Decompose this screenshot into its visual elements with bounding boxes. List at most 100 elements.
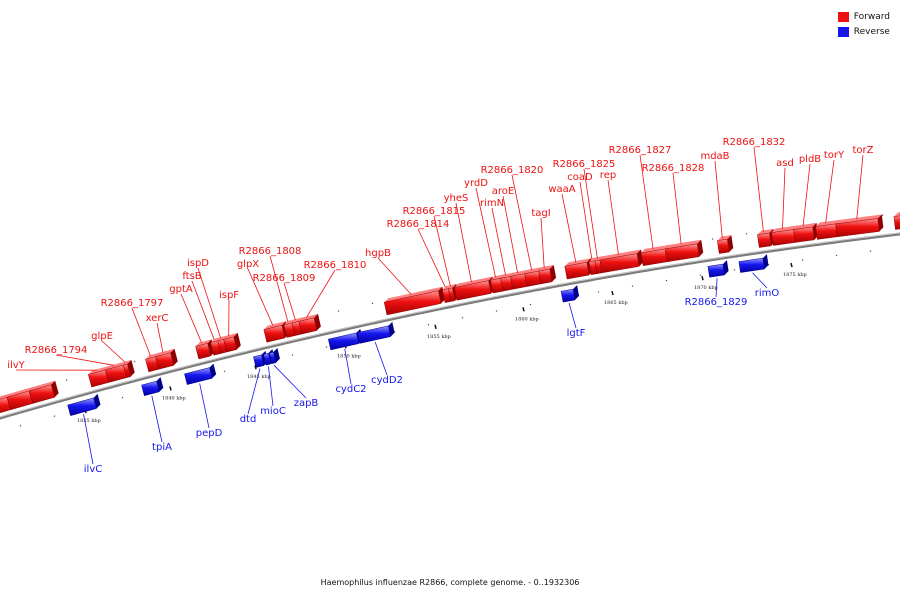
minor-tick bbox=[529, 303, 532, 306]
gene-block-r2866-1810[interactable] bbox=[298, 313, 321, 335]
svg-text:R2866_1828: R2866_1828 bbox=[642, 163, 705, 174]
gene-label-mioc: mioC bbox=[260, 366, 286, 417]
gene-label-gpta: gptA bbox=[169, 284, 202, 343]
svg-text:ispF: ispF bbox=[219, 290, 239, 301]
gene-block-torz[interactable] bbox=[835, 214, 884, 238]
svg-text:yheS: yheS bbox=[444, 193, 469, 204]
svg-text:R2866_1832: R2866_1832 bbox=[723, 137, 786, 148]
svg-text:glpX: glpX bbox=[237, 259, 259, 270]
gene-label-tagi: tagI bbox=[531, 208, 551, 269]
minor-tick bbox=[133, 360, 136, 363]
minor-tick bbox=[495, 310, 498, 312]
gene-label-ilvy: ilvY bbox=[7, 360, 97, 371]
gene-label-cydd2: cydD2 bbox=[371, 341, 403, 386]
gene-block-cydd2[interactable] bbox=[357, 321, 395, 344]
gene-label-coad: coaD bbox=[567, 172, 593, 260]
gene-label-rimn: rimN bbox=[480, 198, 506, 276]
svg-text:hgpB: hgpB bbox=[365, 248, 391, 259]
gene-block-rep[interactable] bbox=[599, 249, 644, 274]
svg-text:tpiA: tpiA bbox=[152, 442, 172, 453]
svg-text:torZ: torZ bbox=[852, 145, 873, 156]
gene-label-waaa: waaA bbox=[548, 184, 577, 263]
minor-tick bbox=[699, 274, 702, 276]
minor-tick bbox=[325, 346, 328, 348]
major-tick bbox=[790, 262, 793, 268]
gene-block-lgtf[interactable] bbox=[560, 285, 580, 303]
gene-label-tpia: tpiA bbox=[151, 395, 172, 453]
tick-label-1865-kbp: 1865 kbp bbox=[604, 300, 628, 306]
minor-tick bbox=[881, 214, 884, 216]
legend-item-forward: Forward bbox=[837, 9, 890, 24]
gene-block-ispf[interactable] bbox=[223, 332, 241, 353]
gene-label-pepd: pepD bbox=[196, 383, 223, 439]
gene-block-rimo[interactable] bbox=[738, 254, 769, 273]
minor-tick bbox=[461, 316, 464, 319]
svg-text:asd: asd bbox=[776, 158, 794, 169]
svg-text:mioC: mioC bbox=[260, 406, 286, 417]
gene-block-xerc[interactable] bbox=[155, 348, 178, 370]
gene-block-hgpb[interactable] bbox=[383, 286, 445, 316]
gene-label-tory: torY bbox=[824, 150, 845, 224]
svg-text:tagI: tagI bbox=[531, 208, 550, 219]
major-tick bbox=[611, 290, 614, 296]
svg-text:ftsB: ftsB bbox=[182, 271, 201, 282]
minor-tick bbox=[371, 302, 374, 305]
tick-label-1845-kbp: 1845 kbp bbox=[247, 374, 271, 380]
svg-text:xerC: xerC bbox=[146, 313, 169, 324]
gene-block-glpe[interactable] bbox=[123, 359, 135, 378]
svg-text:R2866_1825: R2866_1825 bbox=[553, 159, 616, 170]
gene-block-r2866-1828[interactable] bbox=[664, 239, 704, 263]
gene-block-mdab[interactable] bbox=[716, 235, 734, 254]
gene-label-torz: torZ bbox=[852, 145, 874, 220]
tick-label-1855-kbp: 1855 kbp bbox=[427, 334, 451, 340]
gene-block-yhes[interactable] bbox=[454, 276, 496, 301]
svg-text:ilvY: ilvY bbox=[7, 360, 25, 371]
svg-text:R2866_1814: R2866_1814 bbox=[387, 219, 450, 230]
gene-label-r2866-1832: R2866_1832 bbox=[723, 137, 786, 232]
gene-block-r2866-1829[interactable] bbox=[707, 260, 729, 278]
legend-item-reverse: Reverse bbox=[837, 24, 890, 39]
svg-text:pldB: pldB bbox=[799, 154, 821, 165]
svg-text:dtd: dtd bbox=[240, 414, 257, 425]
gene-label-r2866-1827: R2866_1827 bbox=[609, 145, 671, 249]
gene-label-r2866-1825: R2866_1825 bbox=[553, 159, 616, 259]
gene-label-r2866-1794: R2866_1794 bbox=[25, 345, 115, 366]
gene-block-zapb[interactable] bbox=[269, 347, 280, 364]
minor-tick bbox=[65, 379, 68, 381]
svg-text:R2866_1820: R2866_1820 bbox=[481, 165, 544, 176]
svg-text:ispD: ispD bbox=[187, 258, 209, 269]
tick-label-1840-kbp: 1840 kbp bbox=[162, 395, 186, 401]
gene-block-ilvc[interactable] bbox=[67, 393, 101, 416]
gene-label-ispf: ispF bbox=[219, 290, 239, 337]
gene-block-waaa[interactable] bbox=[564, 258, 594, 280]
legend: Forward Reverse bbox=[837, 9, 890, 39]
svg-text:aroE: aroE bbox=[492, 186, 514, 197]
svg-text:rimO: rimO bbox=[755, 288, 780, 299]
svg-text:R2866_1808: R2866_1808 bbox=[239, 246, 302, 257]
gene-block-tpia[interactable] bbox=[141, 377, 164, 397]
svg-text:R2866_1809: R2866_1809 bbox=[253, 273, 316, 284]
gene-block-pldb[interactable] bbox=[793, 222, 819, 243]
gene-label-r2866-1820: R2866_1820 bbox=[481, 165, 544, 271]
gene-block-pepd[interactable] bbox=[184, 363, 217, 385]
minor-tick bbox=[801, 259, 804, 261]
genome-caption: Haemophilus influenzae R2866, complete g… bbox=[320, 578, 580, 587]
gene-label-r2866-1808: R2866_1808 bbox=[239, 246, 302, 323]
gene-block-tagi[interactable] bbox=[538, 264, 557, 285]
gene-block-edge-left-3[interactable] bbox=[28, 380, 59, 404]
gene-label-yhes: yheS bbox=[444, 193, 472, 283]
tick-label-1875-kbp: 1875 kbp bbox=[783, 272, 807, 278]
svg-text:yrdD: yrdD bbox=[464, 178, 488, 189]
svg-text:pepD: pepD bbox=[196, 428, 223, 439]
gene-label-r2866-1815: R2866_1815 bbox=[403, 206, 465, 287]
legend-swatch-reverse bbox=[837, 26, 849, 37]
gene-label-zapb: zapB bbox=[273, 364, 318, 409]
major-tick bbox=[701, 276, 704, 281]
minor-tick bbox=[631, 285, 634, 288]
svg-text:cydC2: cydC2 bbox=[335, 384, 366, 395]
legend-label-reverse: Reverse bbox=[853, 26, 890, 37]
gene-block-edge-right[interactable] bbox=[893, 211, 900, 230]
minor-tick bbox=[711, 238, 714, 240]
gene-label-ilvc: ilvC bbox=[83, 414, 102, 475]
